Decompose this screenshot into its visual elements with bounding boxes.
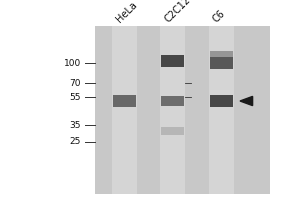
Bar [210,95,233,107]
Text: HeLa: HeLa [114,0,139,24]
Text: 35: 35 [70,120,81,130]
Bar [209,26,234,194]
Bar [161,96,184,106]
Text: 100: 100 [64,58,81,68]
Bar [210,57,233,69]
Bar [112,26,137,194]
Text: 25: 25 [70,138,81,146]
Bar [161,55,184,67]
Text: 70: 70 [70,78,81,88]
Bar [113,95,136,107]
Text: C6: C6 [211,8,227,24]
Text: 55: 55 [70,92,81,102]
Text: C2C12: C2C12 [162,0,192,24]
Polygon shape [240,96,253,106]
Bar [160,26,185,194]
Bar [210,51,233,59]
Bar [161,127,184,135]
Bar [94,26,270,194]
